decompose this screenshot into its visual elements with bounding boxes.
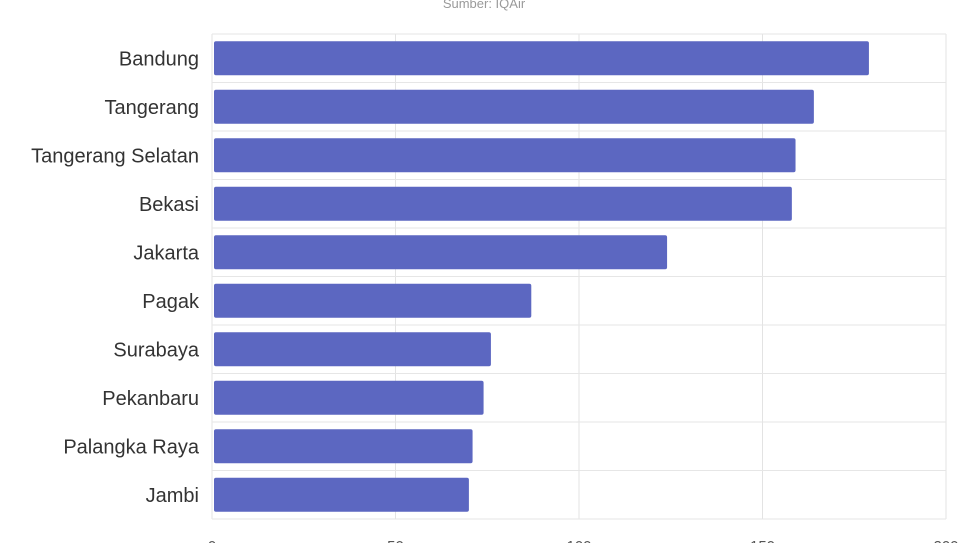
category-label: Bekasi [139,194,199,216]
x-tick-label: 150 [750,538,775,543]
chart-subtitle: Sumber: IQAir [442,0,526,11]
grid-lines [211,33,947,520]
bars [214,41,869,512]
category-label: Pekanbaru [102,388,199,410]
bar [214,332,491,367]
bar [214,380,484,415]
category-label: Surabaya [113,339,199,361]
bar [214,41,869,76]
x-tick-label: 200 [933,538,958,543]
bar [214,477,469,512]
category-label: Jambi [146,485,199,507]
category-label: Tangerang [104,97,199,119]
x-tick-label: 50 [387,538,404,543]
bar [214,89,814,124]
category-label: Jakarta [133,242,199,264]
category-label: Palangka Raya [63,436,200,458]
x-tick-labels: 0 50 100 150 200 [208,538,959,543]
category-label: Bandung [119,48,199,70]
category-label: Pagak [142,291,200,313]
x-tick-label: 100 [566,538,591,543]
category-label: Tangerang Selatan [31,145,199,167]
bar [214,235,668,270]
bar [214,186,792,221]
bar [214,283,532,318]
bar [214,429,473,464]
category-labels: Bandung Tangerang Tangerang Selatan Bekasi J… [31,48,200,507]
bar [214,138,796,173]
x-tick-label: 0 [208,538,216,543]
